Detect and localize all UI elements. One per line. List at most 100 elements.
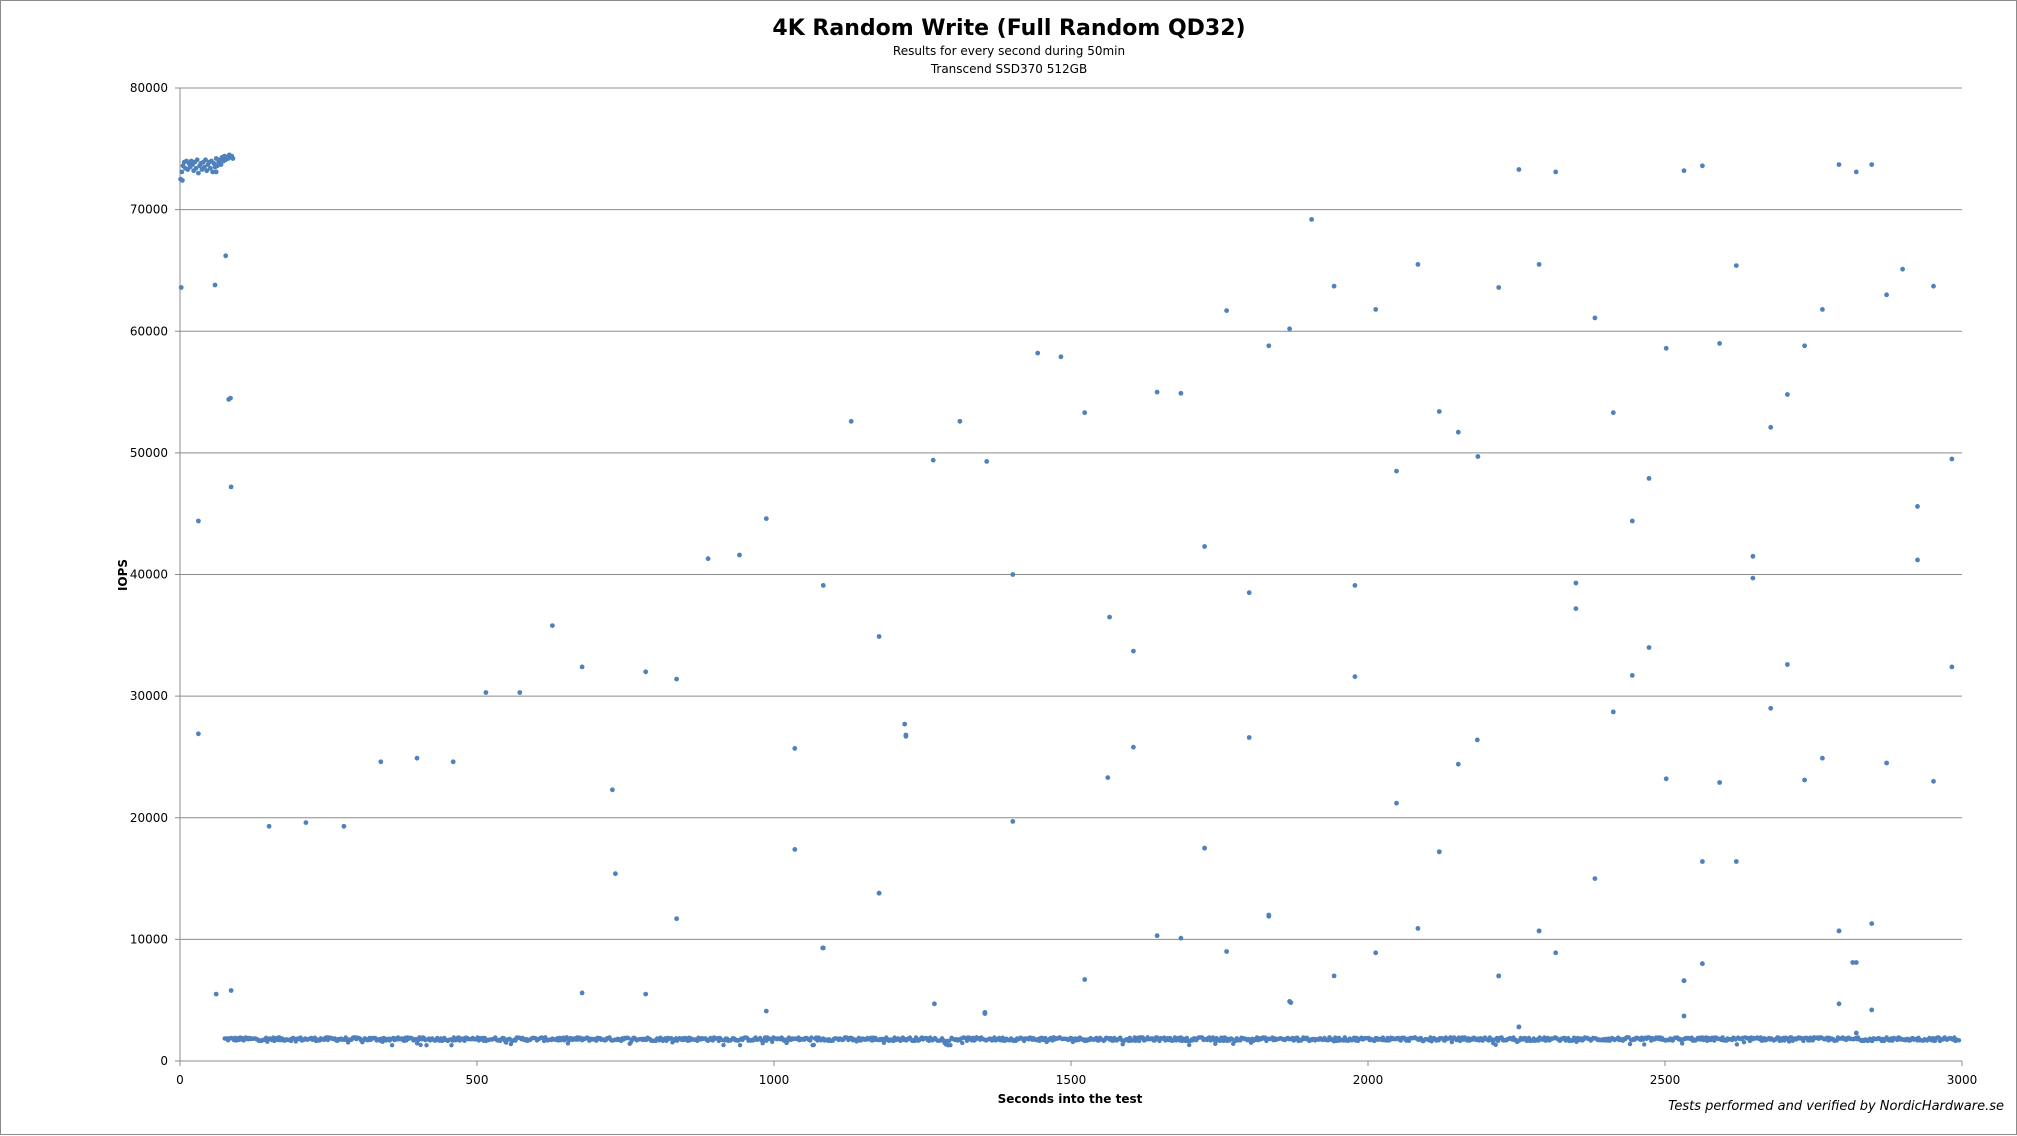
data-point — [960, 1040, 965, 1046]
data-point — [1287, 326, 1292, 332]
x-tick-label: 3000 — [1947, 1073, 1978, 1087]
chart-subtitle-line-2: Transcend SSD370 512GB — [930, 62, 1087, 76]
data-point — [204, 168, 210, 174]
y-tick-label: 80000 — [130, 81, 168, 95]
data-point — [902, 721, 908, 727]
data-point — [982, 1010, 988, 1015]
data-point — [1373, 950, 1379, 956]
data-point — [1394, 800, 1399, 806]
data-point — [228, 395, 233, 401]
data-point — [1573, 580, 1579, 586]
data-point — [1853, 169, 1859, 175]
data-point — [1455, 429, 1461, 435]
data-point — [674, 676, 679, 682]
data-point — [848, 418, 854, 424]
data-point — [1573, 606, 1579, 611]
data-point — [266, 823, 272, 829]
data-point — [450, 759, 456, 765]
data-point — [1820, 755, 1825, 761]
y-tick-label: 0 — [160, 1054, 168, 1068]
data-point — [212, 282, 218, 288]
data-point — [674, 916, 679, 922]
data-point — [1627, 1041, 1633, 1047]
data-point — [1266, 913, 1272, 919]
data-point — [1178, 390, 1184, 396]
data-point — [1496, 973, 1502, 979]
data-point — [196, 518, 201, 524]
data-point — [705, 556, 711, 562]
data-point — [613, 871, 618, 877]
data-point — [1915, 557, 1920, 563]
x-tick-label: 1500 — [1056, 1073, 1087, 1087]
data-point — [876, 890, 882, 896]
data-point — [1700, 859, 1705, 864]
data-point — [792, 847, 798, 852]
data-point — [1836, 928, 1842, 934]
data-point — [228, 484, 234, 490]
data-point — [1931, 283, 1936, 289]
data-point — [179, 169, 185, 175]
data-point — [820, 945, 826, 951]
data-point — [1202, 845, 1207, 851]
data-point — [1717, 780, 1722, 785]
y-tick-labels: 0 10000 20000 30000 40000 50000 60000 70000 8000… — [130, 81, 168, 1068]
data-point — [1105, 775, 1111, 780]
data-point — [1642, 1042, 1647, 1047]
data-point — [964, 1038, 970, 1044]
x-tick-label: 500 — [466, 1073, 489, 1087]
data-point — [218, 162, 224, 168]
data-point — [202, 164, 207, 170]
data-point — [1663, 776, 1669, 782]
data-point — [763, 516, 769, 521]
data-point — [1785, 662, 1790, 667]
data-point — [1956, 1038, 1962, 1043]
data-point — [178, 285, 184, 290]
data-point — [483, 690, 489, 695]
data-point — [903, 733, 909, 739]
data-point — [1082, 977, 1088, 982]
data-point — [228, 988, 234, 993]
gridlines — [175, 87, 1963, 1066]
data-point — [1884, 292, 1889, 298]
data-point — [1331, 283, 1337, 289]
credit-text: Tests performed and verified by NordicHa… — [1668, 1099, 2004, 1114]
data-point — [1949, 456, 1955, 462]
data-point — [610, 787, 615, 793]
data-point — [1455, 761, 1461, 767]
data-point — [1493, 1042, 1498, 1048]
data-point — [947, 1038, 952, 1044]
data-point — [1352, 583, 1358, 588]
data-point — [1750, 575, 1756, 581]
data-point — [213, 991, 219, 997]
data-point — [1496, 285, 1502, 290]
y-tick-label: 50000 — [130, 446, 168, 460]
data-point — [579, 990, 585, 996]
x-tick-label: 2000 — [1353, 1073, 1384, 1087]
data-point — [1733, 263, 1739, 268]
data-point — [380, 1039, 385, 1045]
data-point — [1900, 266, 1905, 272]
data-point — [1231, 1041, 1236, 1047]
data-point — [517, 690, 523, 695]
data-point — [1553, 169, 1559, 175]
data-point — [1850, 960, 1856, 965]
data-point — [984, 459, 990, 464]
data-point — [770, 1039, 775, 1045]
data-point — [564, 1035, 569, 1040]
data-point — [341, 823, 347, 829]
data-point — [1213, 1041, 1218, 1047]
data-point — [1646, 645, 1652, 650]
y-tick-label: 60000 — [130, 324, 168, 338]
data-point — [669, 1036, 674, 1041]
data-point — [626, 1036, 631, 1041]
data-point — [424, 1043, 429, 1048]
data-point — [1553, 950, 1559, 956]
data-point — [1734, 1042, 1740, 1047]
data-point — [1154, 389, 1160, 395]
data-point — [210, 169, 216, 175]
data-point — [792, 746, 798, 751]
data-point — [1786, 1039, 1792, 1044]
data-point — [1474, 737, 1480, 743]
data-point — [1733, 859, 1739, 864]
